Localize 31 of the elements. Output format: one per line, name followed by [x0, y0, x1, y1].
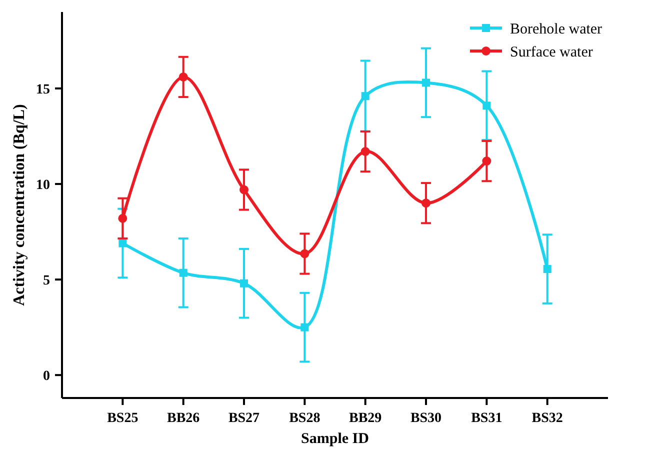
point — [482, 102, 491, 110]
x-tick-label: BS28 — [289, 411, 320, 426]
legend-label: Surface water — [510, 44, 593, 60]
legend-label: Borehole water — [510, 21, 602, 38]
point — [118, 239, 127, 248]
point — [543, 265, 552, 274]
y-tick-label: 15 — [36, 82, 50, 98]
x-tick-label: BS32 — [532, 411, 563, 426]
y-tick-label: 5 — [43, 273, 50, 288]
point — [240, 185, 248, 194]
y-tick-label: 0 — [43, 368, 50, 384]
y-axis-title: Activity concentration (Bq/L) — [11, 104, 28, 306]
point — [300, 323, 309, 332]
point — [361, 92, 370, 100]
point — [422, 78, 430, 87]
x-tick-label: BS30 — [410, 411, 442, 426]
point — [179, 268, 188, 277]
point — [422, 198, 430, 208]
point — [360, 146, 370, 156]
y-tick-label: 10 — [36, 178, 50, 193]
x-tick-label: BS25 — [107, 411, 138, 426]
point — [118, 214, 128, 223]
x-tick-label: BS27 — [228, 411, 260, 426]
point — [300, 249, 310, 258]
x-tick-label: BB26 — [166, 411, 200, 426]
point — [178, 72, 188, 82]
point — [240, 279, 248, 288]
x-axis-title: Sample ID — [301, 431, 370, 447]
x-tick-label: BS31 — [471, 411, 502, 426]
point — [482, 156, 492, 166]
x-tick-label: BB29 — [348, 411, 382, 426]
